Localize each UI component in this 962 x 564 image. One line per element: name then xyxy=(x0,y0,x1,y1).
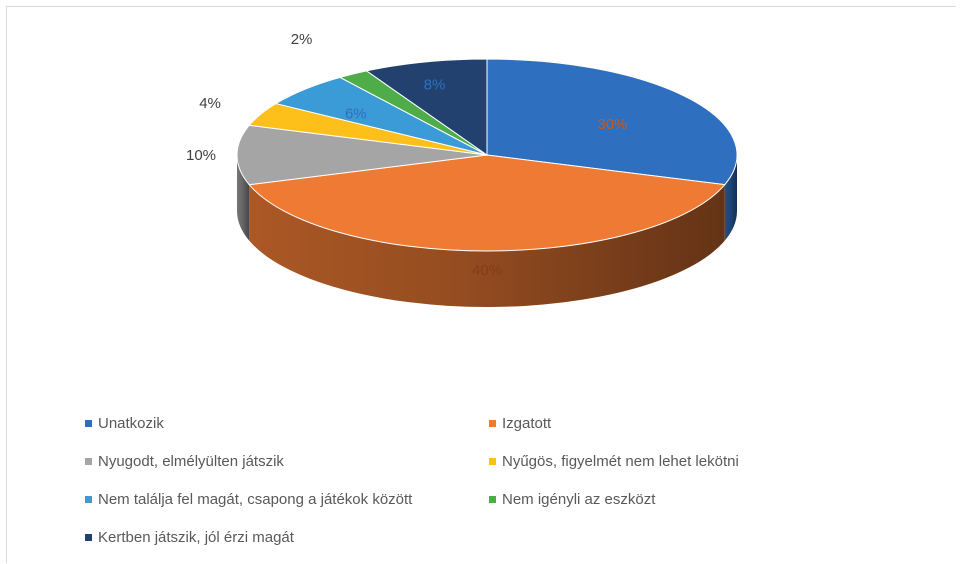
legend-swatch-1 xyxy=(85,420,92,427)
chart-area: 30% 40% 10% 4% 6% 2% 8% Unatkozik Izgatott Nyugo… xyxy=(6,6,956,563)
legend-item-7: Kertben játszik, jól érzi magát xyxy=(85,529,294,546)
legend-item-6: Nem igényli az eszközt xyxy=(489,491,655,508)
data-label-7: 8% xyxy=(424,76,446,93)
legend-swatch-2 xyxy=(489,420,496,427)
legend-swatch-4 xyxy=(489,458,496,465)
legend-swatch-6 xyxy=(489,496,496,503)
data-label-2: 40% xyxy=(472,262,502,279)
legend-item-1: Unatkozik xyxy=(85,415,164,432)
legend-label-1: Unatkozik xyxy=(98,415,164,432)
legend-item-5: Nem találja fel magát, csapong a játékok… xyxy=(85,491,412,508)
legend-item-2: Izgatott xyxy=(489,415,551,432)
legend-swatch-5 xyxy=(85,496,92,503)
pie-side-1 xyxy=(724,155,737,241)
legend-swatch-7 xyxy=(85,534,92,541)
legend-item-3: Nyugodt, elmélyülten játszik xyxy=(85,453,284,470)
pie-side-faces xyxy=(237,155,737,307)
data-label-1: 30% xyxy=(597,116,627,133)
legend-swatch-3 xyxy=(85,458,92,465)
legend-item-4: Nyűgös, figyelmét nem lehet lekötni xyxy=(489,453,739,470)
pie-chart: 30% 40% 10% 4% 6% 2% 8% xyxy=(186,31,738,307)
pie-side-3 xyxy=(237,155,250,241)
pie-data-labels: 30% 40% 10% 4% 6% 2% 8% xyxy=(186,31,627,279)
data-label-5: 6% xyxy=(345,106,367,123)
pie-slice-2 xyxy=(248,154,726,252)
legend-label-7: Kertben játszik, jól érzi magát xyxy=(98,529,294,546)
data-label-4: 4% xyxy=(199,95,221,112)
legend-label-6: Nem igényli az eszközt xyxy=(502,491,656,508)
pie-slice-7 xyxy=(365,58,488,156)
data-label-6: 2% xyxy=(291,31,313,48)
pie-slice-1 xyxy=(486,58,738,186)
legend-label-3: Nyugodt, elmélyülten játszik xyxy=(98,453,284,470)
legend-label-4: Nyűgös, figyelmét nem lehet lekötni xyxy=(502,453,739,470)
pie-side-2 xyxy=(249,184,725,307)
data-label-3: 10% xyxy=(186,147,216,164)
pie-top-faces xyxy=(236,58,738,252)
legend-label-2: Izgatott xyxy=(502,415,552,432)
pie-slice-3 xyxy=(236,124,488,186)
legend-label-5: Nem találja fel magát, csapong a játékok… xyxy=(98,491,413,508)
